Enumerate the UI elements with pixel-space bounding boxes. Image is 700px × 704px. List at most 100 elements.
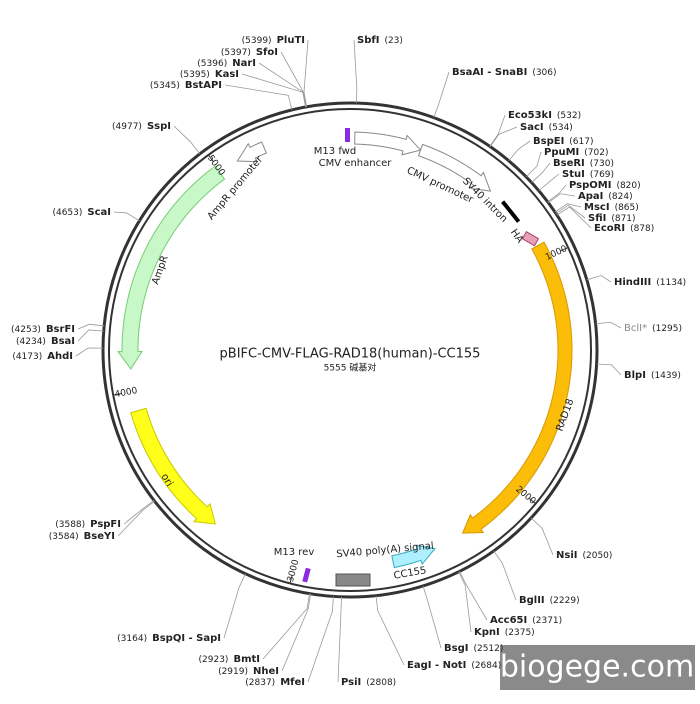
enzyme-label: ApaI (824) [578,191,633,202]
enzyme-label: (5345) BstAPI [150,80,222,91]
enzyme-name: BseRI [553,158,585,169]
enzyme-label: MscI (865) [584,202,639,213]
enzyme-name: PspFI [90,519,121,530]
enzyme-line [548,193,576,204]
enzyme-line [422,585,442,649]
enzyme-name: SfoI [256,47,278,58]
enzyme-line [280,51,307,108]
enzyme-position: (702) [584,148,608,158]
enzyme-label: (5395) KasI [180,69,239,80]
feature-label: M13 fwd [314,146,356,157]
enzyme-label: BsaAI - SnaBI (306) [452,67,557,78]
enzyme-label: (3164) BspQI - SapI [117,633,221,644]
enzyme-label: SfiI (871) [588,213,636,224]
enzyme-label: Eco53kI (532) [508,110,581,121]
feature-label: HA [508,227,525,245]
enzyme-label: SacI (534) [520,122,573,133]
enzyme-label: SbfI (23) [357,35,403,46]
enzyme-name: EcoRI [594,223,625,234]
enzyme-position: (306) [532,68,556,78]
enzyme-name: StuI [562,169,585,180]
enzyme-label: (5399) PluTI [242,35,305,46]
enzyme-label: NsiI (2050) [556,550,612,561]
enzyme-line [555,204,586,219]
sv40-intron-mark [501,200,521,223]
enzyme-label: (2837) MfeI [245,677,305,688]
enzyme-position: (2050) [582,551,612,561]
enzyme-position: (3584) [49,532,79,542]
ori-arrow [130,407,216,525]
plasmid-name: pBIFC-CMV-FLAG-RAD18(human)-CC155 [220,347,481,362]
enzyme-name: BmtI [233,654,260,665]
m13-fwd-mark [345,128,350,142]
enzyme-position: (4977) [112,122,142,132]
ampr-arrow [117,165,226,370]
ring-outer [101,101,599,599]
enzyme-line [258,62,307,108]
enzyme-line [75,347,104,357]
ruler-label: 4000 [114,386,139,400]
enzyme-line [547,184,567,203]
enzyme-line [262,593,310,660]
cc155-arrow [391,544,436,569]
enzyme-line [459,571,488,621]
enzyme-line [531,162,551,183]
ampr-promoter-arrow [236,141,268,163]
enzyme-position: (5345) [150,81,180,91]
enzyme-name: PspOMI [569,180,611,191]
enzyme-position: (1134) [656,278,686,288]
enzyme-label: BsgI (2512) [444,643,503,654]
enzyme-label: EagI - NotI (2684) [407,660,501,671]
cmv-promoter-arrow [417,143,492,192]
enzyme-name: ScaI [87,207,111,218]
enzyme-name: EagI - NotI [407,660,466,671]
enzyme-name: BsgI [444,643,468,654]
enzyme-position: (2371) [532,616,562,626]
enzyme-name: BseYI [84,531,115,542]
enzyme-line [307,596,334,683]
enzyme-position: (3164) [117,634,147,644]
ring-inner [108,108,592,592]
watermark-box [500,645,695,690]
enzyme-line [303,39,309,107]
enzyme-label: (4977) SspI [112,121,171,132]
enzyme-line [281,593,312,672]
enzyme-name: BsaI [51,336,75,347]
enzyme-position: (5397) [221,48,251,58]
enzyme-label: BclI* (1295) [624,323,682,334]
enzyme-line [508,140,531,162]
enzyme-label: (2923) BmtI [199,654,260,665]
enzyme-line [595,321,622,329]
plasmid-size: 5555 碱基对 [324,362,377,374]
enzyme-name: SfiI [588,213,606,224]
enzyme-label: (5397) SfoI [221,47,278,58]
enzyme-label: StuI (769) [562,169,614,180]
enzyme-label: (4234) BsaI [16,336,75,347]
enzyme-position: (5395) [180,70,210,80]
enzyme-name: NsiI [556,550,577,561]
enzyme-name: PpuMI [544,147,579,158]
enzyme-position: (3588) [55,520,85,530]
enzyme-name: ApaI [578,191,603,202]
enzyme-line [77,323,105,330]
enzyme-position: (2512) [473,644,503,654]
enzyme-line [77,329,104,342]
feature-label: M13 rev [274,547,315,558]
enzyme-line [337,596,342,683]
enzyme-position: (2229) [550,596,580,606]
enzyme-label: BglII (2229) [519,595,580,606]
ruler-label: 3000 [286,558,301,583]
enzyme-position: (534) [549,123,573,133]
enzyme-label: HindIII (1134) [614,277,686,288]
enzyme-label: BseRI (730) [553,158,614,169]
enzyme-line [117,500,155,537]
enzyme-position: (1295) [652,324,682,334]
enzyme-position: (2919) [218,667,248,677]
enzyme-label: (5396) NarI [197,58,256,69]
enzyme-line [123,499,155,525]
enzyme-position: (617) [569,137,593,147]
enzyme-position: (23) [384,36,402,46]
enzyme-name: BglII [519,595,545,606]
enzyme-label: (4253) BsrFI [11,324,75,335]
